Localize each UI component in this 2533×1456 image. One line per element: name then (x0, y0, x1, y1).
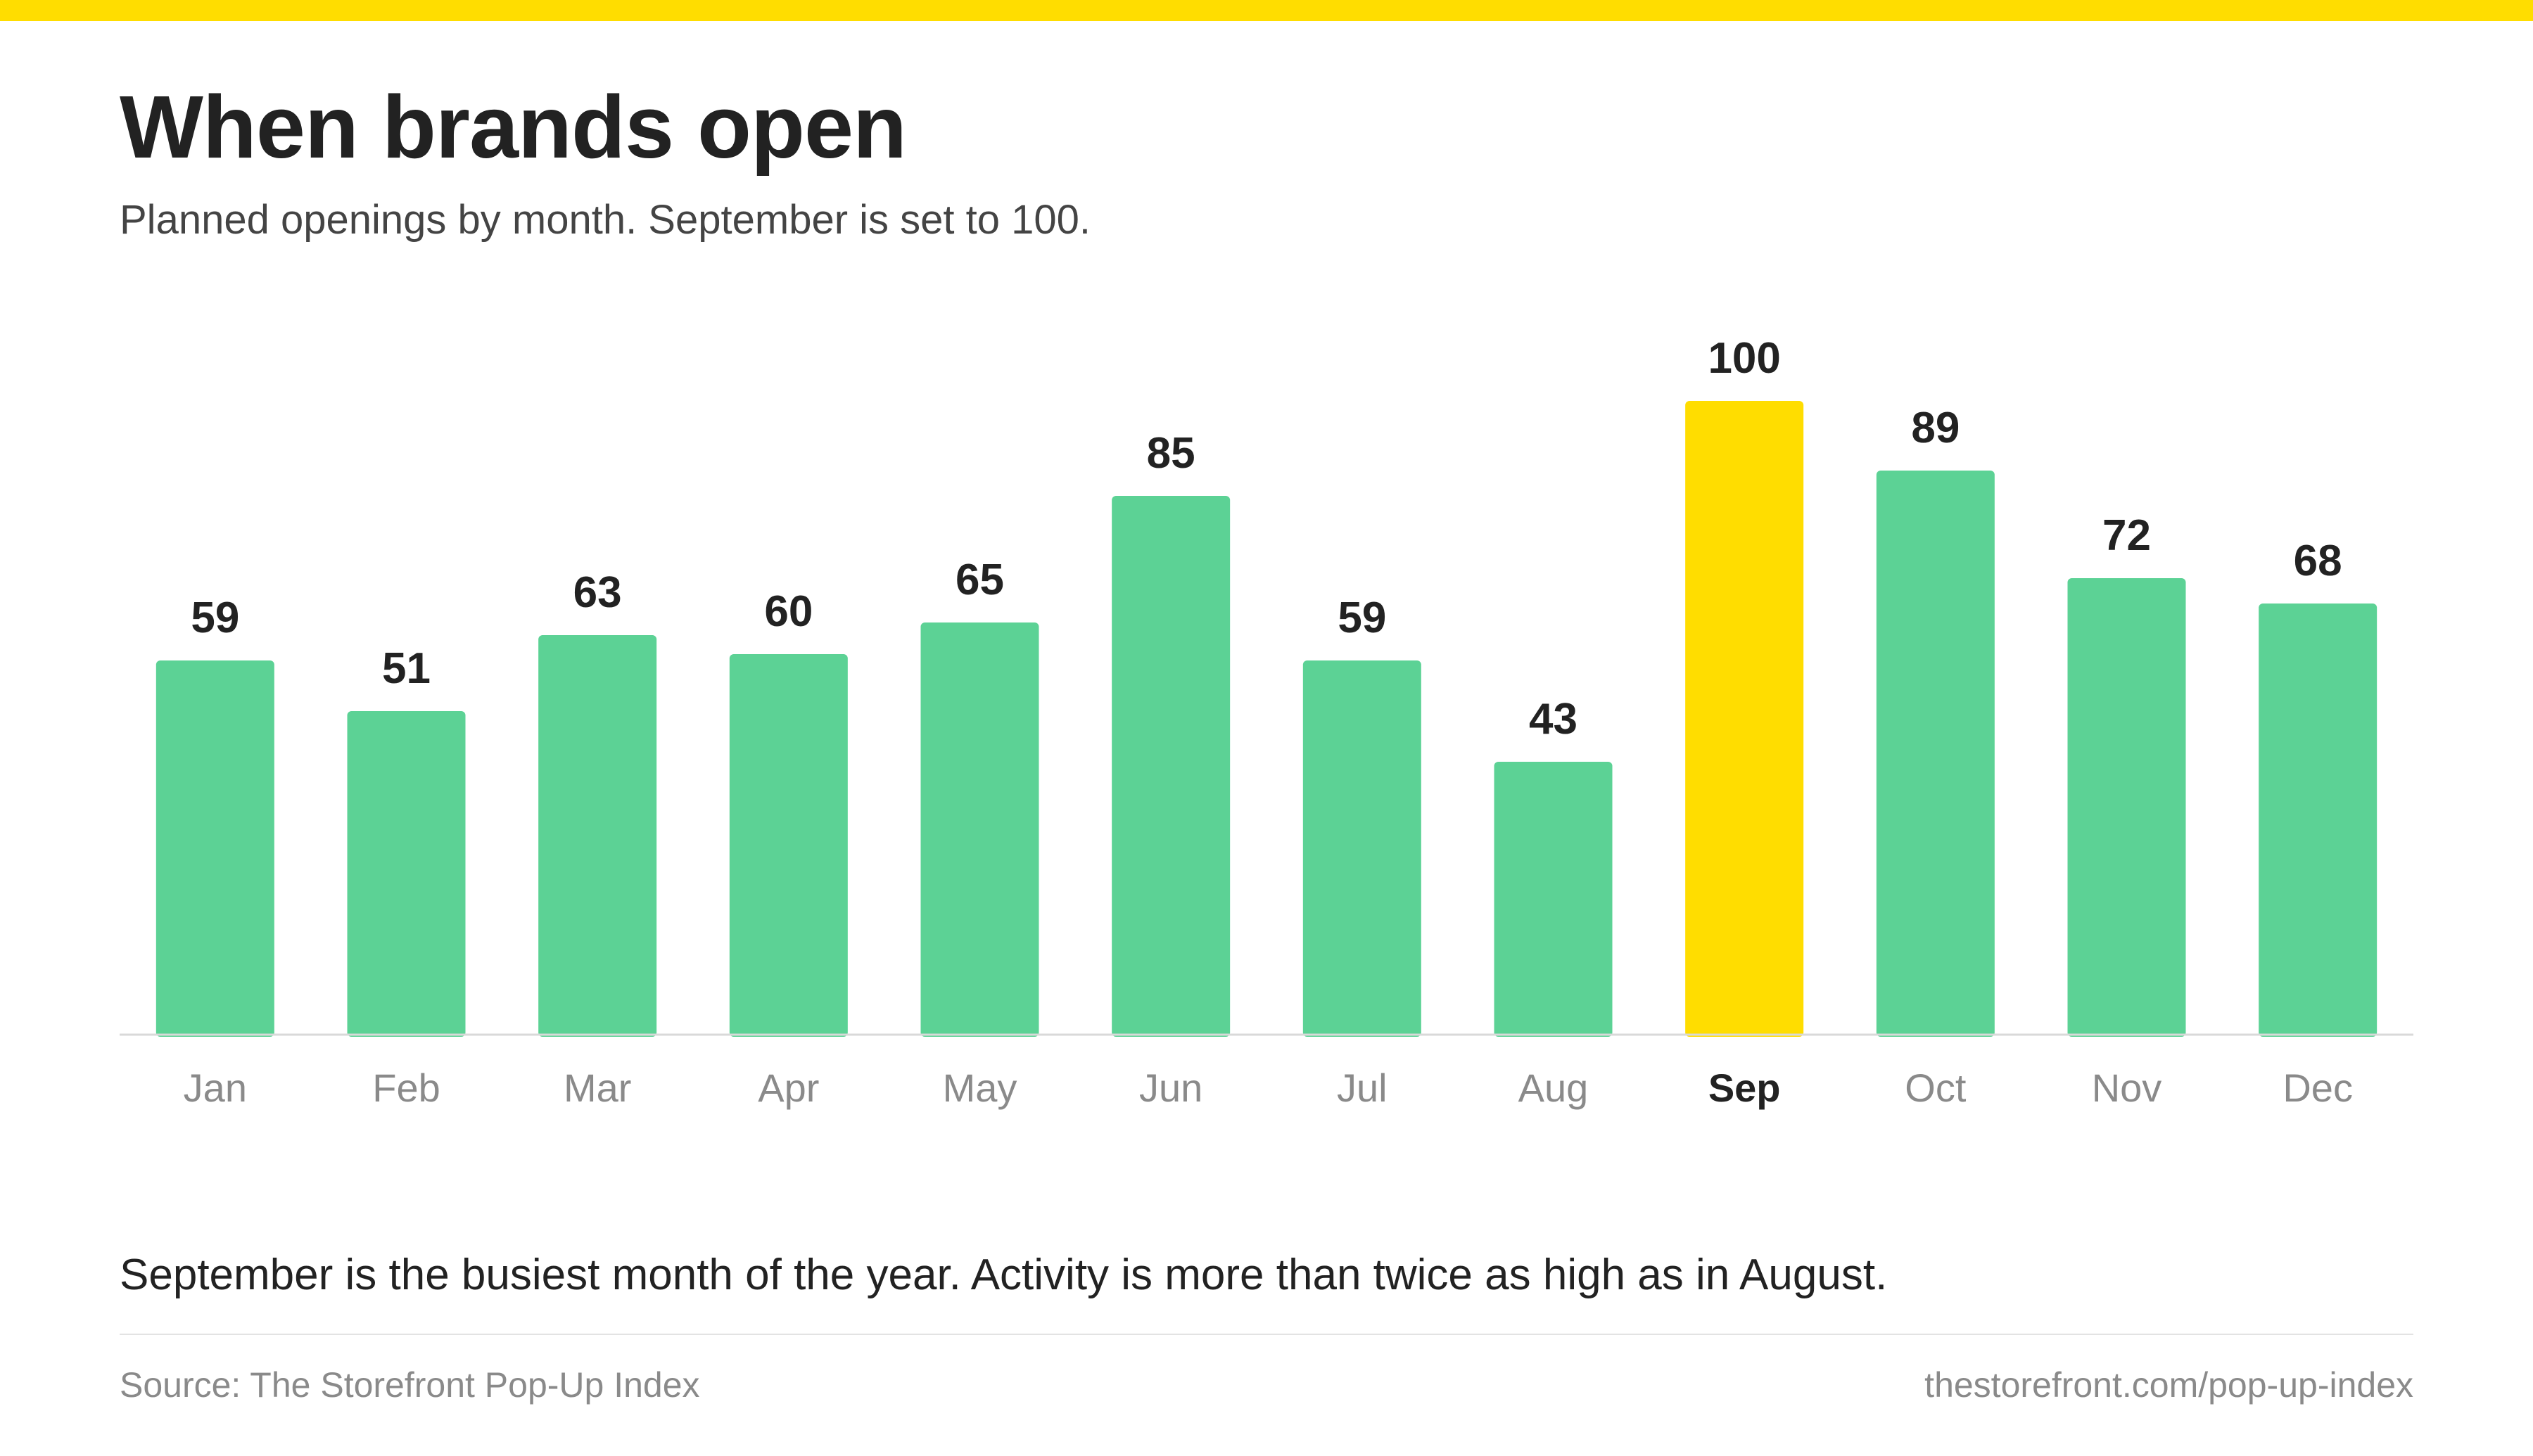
data-label-oct: 89 (1911, 404, 1960, 452)
x-tick-oct: Oct (1905, 1066, 1967, 1110)
x-tick-dec: Dec (2283, 1066, 2353, 1110)
x-tick-jun: Jun (1139, 1066, 1202, 1110)
chart-subtitle: Planned openings by month. September is … (120, 197, 1091, 243)
data-label-jul: 59 (1338, 594, 1386, 642)
x-tick-mar: Mar (564, 1066, 631, 1110)
bar-feb (347, 711, 466, 1037)
source-url[interactable]: thestorefront.com/pop-up-index (1924, 1365, 2413, 1405)
data-label-jun: 85 (1147, 429, 1195, 478)
bar-apr (729, 654, 848, 1037)
data-label-mar: 63 (573, 568, 622, 617)
x-tick-feb: Feb (372, 1066, 440, 1110)
bar-jun (1112, 496, 1231, 1037)
source-note: Source: The Storefront Pop-Up Index (120, 1365, 700, 1405)
bar-dec (2259, 604, 2378, 1037)
bar-may (920, 622, 1039, 1037)
bar-jul (1302, 660, 1421, 1037)
bar-jan (155, 660, 274, 1037)
data-label-dec: 68 (2294, 537, 2342, 585)
x-tick-jan: Jan (184, 1066, 247, 1110)
x-tick-may: May (943, 1066, 1017, 1110)
chart-takeaway: September is the busiest month of the ye… (120, 1251, 1888, 1299)
data-label-apr: 60 (764, 587, 813, 636)
footer-divider (120, 1334, 2413, 1335)
data-label-nov: 72 (2102, 511, 2151, 560)
chart-title: When brands open (120, 77, 907, 177)
x-tick-sep: Sep (1708, 1066, 1781, 1110)
bar-nov (2067, 578, 2186, 1037)
bar-mar (538, 635, 657, 1037)
bar-aug (1494, 762, 1613, 1037)
data-label-sep: 100 (1708, 334, 1780, 383)
x-tick-nov: Nov (2092, 1066, 2162, 1110)
data-label-feb: 51 (382, 644, 431, 693)
bar-oct (1876, 471, 1995, 1037)
data-label-aug: 43 (1529, 695, 1577, 743)
data-label-jan: 59 (191, 594, 239, 642)
data-label-may: 65 (956, 556, 1004, 604)
x-tick-aug: Aug (1518, 1066, 1589, 1110)
x-tick-jul: Jul (1337, 1066, 1388, 1110)
accent-top-bar (0, 0, 2533, 21)
bar-chart: 59 Jan 51 Feb 63 Mar 60 Apr 65 May 85 Jun 59 Jul 43 Aug… (120, 334, 2413, 1110)
bar-sep (1685, 401, 1804, 1037)
x-tick-apr: Apr (758, 1066, 819, 1110)
